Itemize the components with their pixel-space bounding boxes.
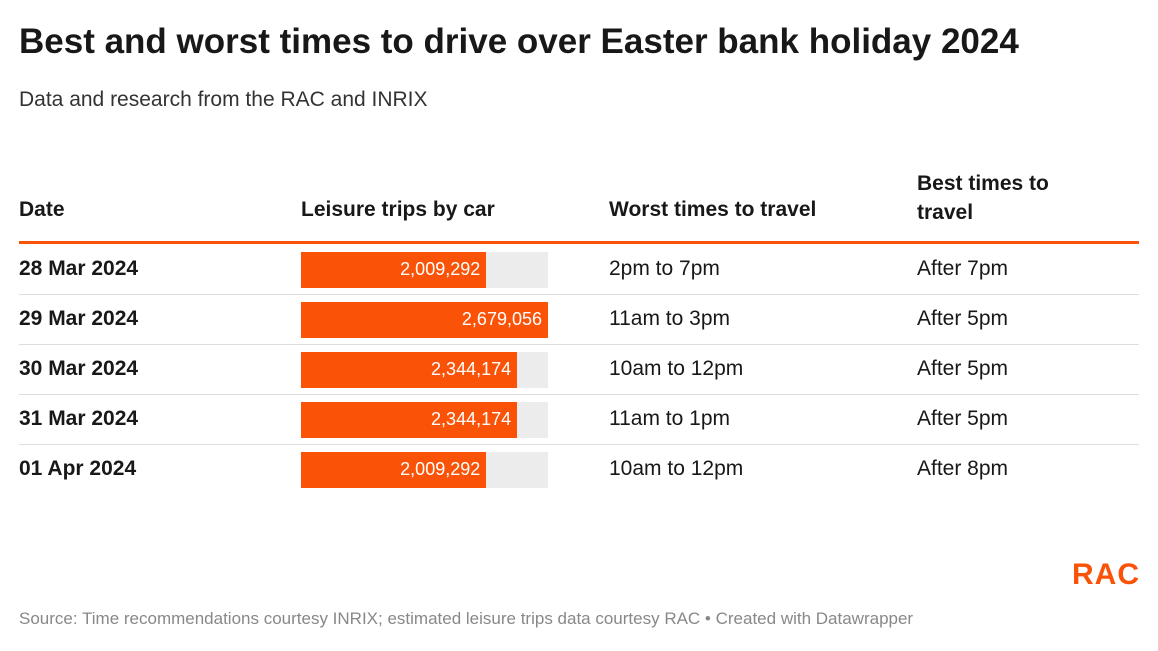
row-divider (19, 444, 1139, 445)
bar-label: 2,009,292 (400, 459, 481, 479)
worst-cell: 11am to 3pm (609, 307, 731, 330)
header-rule (19, 241, 1139, 244)
date-cell: 31 Mar 2024 (19, 407, 139, 430)
bar (301, 252, 487, 288)
column-header: Best times to travel (917, 172, 1049, 224)
best-cell: After 5pm (917, 307, 1009, 330)
bar-label: 2,009,292 (400, 259, 481, 279)
worst-cell: 11am to 1pm (609, 407, 731, 430)
date-cell: 30 Mar 2024 (19, 357, 139, 380)
bar (301, 352, 518, 388)
best-cell: After 5pm (917, 407, 1009, 430)
title: Best and worst times to drive over Easte… (19, 22, 1019, 61)
bar-label: 2,344,174 (431, 359, 512, 379)
column-header: Date (19, 198, 65, 221)
date-cell: 01 Apr 2024 (19, 457, 137, 480)
bar-label: 2,344,174 (431, 409, 512, 429)
column-header: Worst times to travel (609, 198, 817, 221)
bar (301, 402, 518, 438)
best-cell: After 5pm (917, 357, 1009, 380)
footer: Source: Time recommendations courtesy IN… (19, 609, 914, 628)
date-cell: 29 Mar 2024 (19, 307, 139, 330)
column-header: Leisure trips by car (301, 198, 495, 221)
row-divider (19, 294, 1139, 295)
row-divider (19, 344, 1139, 345)
row-divider (19, 394, 1139, 395)
subtitle: Data and research from the RAC and INRIX (19, 88, 428, 111)
best-cell: After 7pm (917, 257, 1009, 280)
date-cell: 28 Mar 2024 (19, 257, 139, 280)
worst-cell: 2pm to 7pm (609, 257, 720, 280)
bar-label: 2,679,056 (461, 309, 542, 329)
worst-cell: 10am to 12pm (609, 357, 744, 380)
bar (301, 452, 487, 488)
bar (301, 302, 548, 338)
best-cell: After 8pm (917, 457, 1009, 480)
logo: RAC (1072, 558, 1140, 591)
worst-cell: 10am to 12pm (609, 457, 744, 480)
